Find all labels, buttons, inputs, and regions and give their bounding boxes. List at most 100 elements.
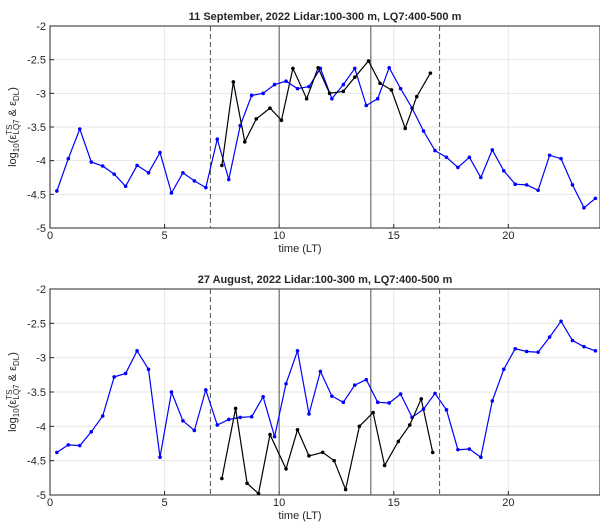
data-point: [256, 491, 261, 495]
data-point: [396, 439, 401, 444]
y-axis-label-part: LQ7: [12, 119, 21, 135]
y-axis-label: log10(εTSLQ7 & εDL): [5, 352, 21, 432]
data-point: [89, 430, 94, 434]
data-point: [261, 395, 265, 399]
data-point: [570, 338, 575, 343]
y-axis-label-part: 10: [12, 408, 21, 417]
x-tick-label: 0: [47, 497, 53, 509]
data-point: [524, 349, 529, 354]
panel: 27 August, 2022 Lidar:100-300 m, LQ7:400…: [5, 274, 600, 522]
data-point: [112, 172, 116, 176]
data-point: [158, 150, 162, 155]
y-axis-label-part: ): [7, 352, 19, 356]
data-point: [242, 140, 247, 144]
data-point: [284, 79, 288, 84]
data-point: [304, 96, 309, 101]
y-tick-label: -3.5: [27, 387, 46, 399]
data-point: [261, 91, 265, 96]
data-point: [387, 401, 391, 405]
y-tick-label: -3: [36, 353, 46, 365]
data-point: [547, 153, 552, 158]
data-point: [407, 423, 412, 427]
data-point: [330, 96, 334, 101]
data-point: [357, 424, 362, 429]
y-tick-label: -5: [36, 490, 46, 502]
data-point: [295, 349, 300, 353]
data-point: [204, 388, 208, 392]
data-point: [513, 182, 518, 187]
y-tick-label: -2: [36, 284, 46, 296]
data-point: [341, 400, 346, 405]
plot-area: [55, 59, 598, 210]
data-point: [215, 423, 220, 427]
data-point: [89, 160, 94, 164]
y-tick-label: -4: [36, 421, 46, 433]
data-point: [382, 463, 387, 468]
data-point: [268, 432, 272, 437]
data-point: [343, 487, 348, 492]
data-point: [479, 175, 483, 180]
data-point: [430, 450, 435, 455]
data-point: [428, 71, 433, 75]
y-axis-label-part: (ε: [7, 400, 19, 409]
data-point: [490, 399, 495, 403]
data-point: [66, 443, 71, 447]
data-point: [204, 185, 208, 190]
x-tick-label: 20: [502, 230, 514, 242]
data-point: [316, 65, 320, 70]
x-axis-label: time (LT): [278, 510, 321, 522]
data-point: [77, 443, 82, 448]
x-tick-label: 20: [502, 497, 514, 509]
y-tick-label: -5: [36, 223, 46, 235]
data-point: [501, 168, 506, 173]
data-point: [375, 400, 380, 405]
y-tick-label: -4.5: [27, 456, 46, 468]
chart-title: 11 September, 2022 Lidar:100-300 m, LQ7:…: [189, 11, 462, 23]
y-tick-label: -4: [36, 156, 46, 168]
data-point: [220, 163, 224, 168]
data-point: [501, 367, 506, 372]
data-point: [158, 455, 162, 460]
data-point: [419, 397, 424, 401]
data-point: [444, 408, 449, 412]
series-line: [221, 396, 434, 495]
data-point: [146, 170, 151, 175]
y-tick-label: -2: [36, 21, 46, 33]
y-axis-label-part: TS: [5, 389, 14, 399]
data-point: [55, 189, 59, 193]
data-point: [444, 155, 449, 160]
data-point: [307, 84, 311, 89]
data-point: [284, 381, 288, 386]
x-tick-label: 10: [273, 497, 285, 509]
data-point: [467, 447, 472, 451]
data-point: [146, 367, 151, 372]
data-point: [318, 369, 323, 374]
data-point: [536, 350, 540, 354]
data-point: [414, 94, 419, 99]
data-point: [366, 59, 371, 63]
data-point: [249, 93, 254, 98]
data-point: [272, 82, 277, 87]
data-point: [456, 447, 460, 452]
data-point: [181, 419, 185, 423]
y-axis-label-part: DL: [12, 90, 21, 101]
data-point: [332, 458, 336, 463]
data-point: [307, 454, 311, 458]
data-point: [559, 319, 563, 324]
data-point: [254, 117, 259, 121]
data-point: [352, 75, 357, 79]
data-point: [398, 392, 403, 396]
data-point: [403, 126, 408, 131]
data-point: [226, 417, 231, 422]
data-point: [352, 66, 357, 71]
data-point: [181, 170, 185, 175]
data-point: [467, 155, 472, 160]
y-axis-label-part: log: [7, 152, 19, 167]
y-axis-label-part: LQ7: [12, 384, 21, 400]
data-point: [389, 88, 394, 92]
data-point: [536, 188, 540, 193]
y-axis-label-part: (ε: [7, 135, 19, 144]
x-tick-label: 5: [162, 497, 168, 509]
y-axis-label-part: & ε: [7, 366, 19, 384]
data-point: [66, 156, 71, 161]
